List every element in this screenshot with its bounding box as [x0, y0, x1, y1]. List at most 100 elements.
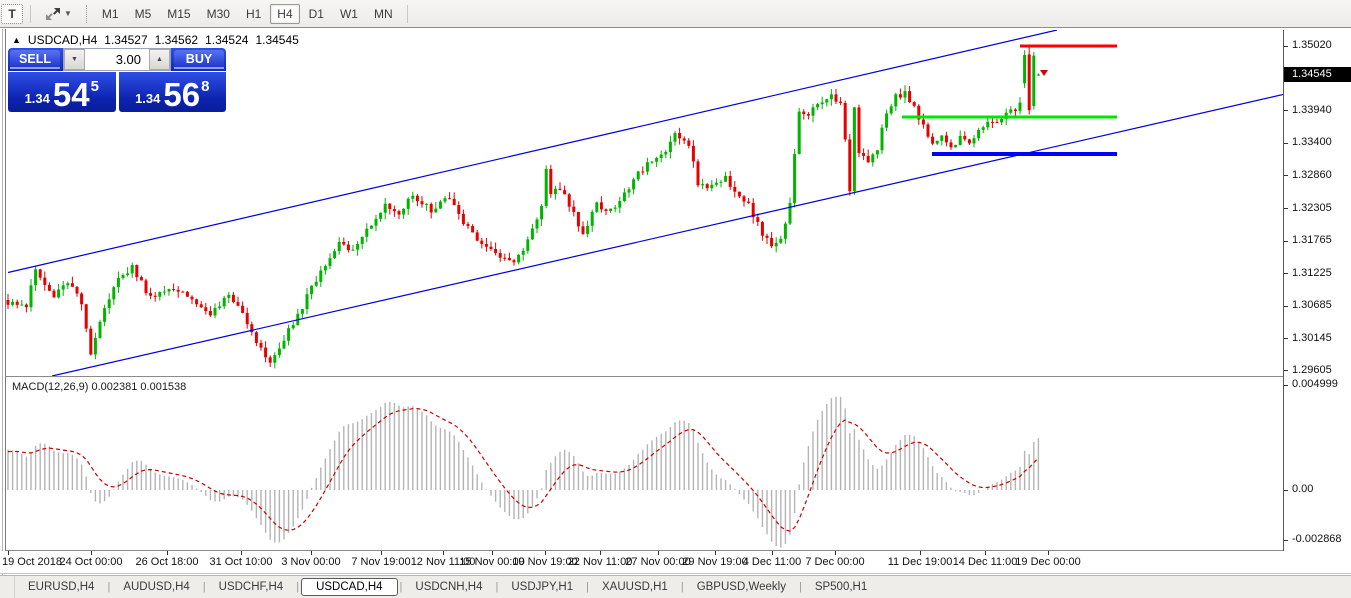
tab-separator: |	[202, 581, 206, 593]
time-label: 22 Nov 11:00	[567, 556, 633, 568]
ohlc-low: 1.34524	[205, 33, 249, 47]
tab-audusd-h4[interactable]: AUDUSD,H4	[123, 581, 190, 593]
ohlc-close: 1.34545	[255, 33, 299, 47]
timeframe-button-w1[interactable]: W1	[339, 6, 358, 21]
cursor-shift-tool-button[interactable]: ▼	[38, 4, 79, 24]
time-tick	[920, 551, 921, 555]
volume-decrease-button[interactable]: ▼	[64, 49, 85, 70]
timeframe-button-d1[interactable]: D1	[308, 6, 324, 21]
axis-tick	[1284, 208, 1288, 210]
timeframe-button-m5[interactable]: M5	[134, 6, 152, 21]
macd-indicator-label: MACD(12,26,9) 0.002381 0.001538	[12, 381, 187, 393]
axis-label: 1.30685	[1292, 299, 1332, 312]
tab-separator: |	[495, 581, 499, 593]
time-tick	[241, 551, 242, 555]
timeframe-button-h1[interactable]: H1	[245, 6, 262, 21]
timeframe-button-m30[interactable]: M30	[206, 6, 230, 21]
timeframe-button-m15[interactable]: M15	[167, 6, 191, 21]
tab-separator: |	[399, 581, 403, 593]
tab-usdcad-h4[interactable]: USDCAD,H4	[301, 578, 398, 596]
sell-button[interactable]: SELL	[10, 50, 60, 69]
time-tick	[835, 551, 836, 555]
tab-usdchf-h4[interactable]: USDCHF,H4	[218, 581, 284, 593]
one-click-trading-panel: SELL ▼ 3.00 ▲ BUY 1.34 54 5 1.34 56 8	[8, 48, 226, 112]
time-label: 7 Dec 00:00	[805, 556, 865, 568]
axis-label: -0.002868	[1292, 533, 1342, 545]
sell-price-pips: 54	[52, 75, 90, 113]
timeframe-button-m1[interactable]: M1	[101, 6, 119, 21]
tab-separator: |	[107, 581, 111, 593]
tab-separator: |	[296, 581, 300, 593]
axis-tick	[1284, 142, 1288, 144]
timeframe-button-h4[interactable]: H4	[270, 3, 300, 24]
chart-symbol: USDCAD,H4	[27, 33, 98, 47]
trade-panel-prices: 1.34 54 5 1.34 56 8	[8, 72, 226, 112]
time-tick	[492, 551, 493, 555]
time-tick	[658, 551, 659, 555]
time-label: 24 Oct 00:00	[59, 556, 123, 568]
time-tick	[545, 551, 546, 555]
buy-button[interactable]: BUY	[174, 50, 224, 69]
collapse-triangle-icon[interactable]: ▲	[12, 35, 21, 45]
time-label: 12 Nov 11:00	[410, 556, 476, 568]
volume-value[interactable]: 3.00	[115, 52, 141, 67]
tab-separator: |	[586, 581, 589, 593]
text-tool-button[interactable]: T	[1, 3, 23, 24]
top-toolbar: T ▼ M1 M5 M15 M30 H1 H4 D1 W1 MN	[0, 0, 1351, 28]
toolbar-divider-end	[406, 4, 408, 23]
tab-xauusd-h1[interactable]: XAUUSD,H1	[602, 581, 668, 593]
time-axis[interactable]: 19 Oct 2018 24 Oct 00:00 26 Oct 18:00 31 Oc…	[0, 551, 1351, 573]
time-tick	[8, 551, 9, 555]
tab-usdcnh-h4[interactable]: USDCNH,H4	[415, 581, 483, 593]
axis-label: 1.30145	[1292, 331, 1332, 344]
time-label: 19 Oct 2018	[2, 556, 62, 568]
axis-tick	[1284, 240, 1288, 242]
volume-stepper: ▼ 3.00 ▲	[63, 48, 171, 71]
window-frame-left-outer	[2, 29, 3, 598]
trade-panel-top-row: SELL ▼ 3.00 ▲ BUY	[8, 48, 226, 71]
volume-increase-button[interactable]: ▲	[149, 49, 170, 70]
price-axis-separator	[1283, 30, 1284, 551]
axis-tick	[1284, 45, 1288, 47]
axis-tick	[1284, 110, 1288, 112]
axis-tick	[1284, 384, 1288, 386]
time-tick	[381, 551, 382, 555]
price-axis[interactable]: 1.350201.344801.339401.334001.328601.323…	[1284, 30, 1351, 551]
chart-title: ▲ USDCAD,H4 1.34527 1.34562 1.34524 1.34…	[12, 33, 299, 47]
time-label: 27 Nov 00:00	[625, 556, 691, 568]
panel-divider[interactable]	[6, 376, 1283, 377]
axis-tick	[1284, 370, 1288, 372]
time-tick	[1048, 551, 1049, 555]
tab-gbpusd-weekly[interactable]: GBPUSD,Weekly	[696, 581, 786, 593]
time-tick	[600, 551, 601, 555]
axis-label: 1.33940	[1292, 103, 1332, 116]
timeframe-button-mn[interactable]: MN	[373, 6, 393, 21]
tab-separator: |	[680, 581, 684, 593]
macd-indicator-canvas[interactable]	[6, 378, 1283, 550]
chevron-down-icon: ▼	[64, 9, 72, 18]
text-tool-icon: T	[8, 6, 16, 21]
tab-usdjpy-h1[interactable]: USDJPY,H1	[511, 581, 574, 593]
axis-label: 0.00	[1292, 483, 1314, 495]
main-chart-canvas[interactable]	[6, 30, 1283, 376]
toolbar-grip[interactable]	[85, 4, 88, 23]
time-tick	[167, 551, 168, 555]
time-tick	[715, 551, 716, 555]
buy-price-main: 1.34	[135, 91, 161, 106]
time-tick	[772, 551, 773, 555]
axis-label: 1.31765	[1292, 234, 1332, 247]
sell-price-main: 1.34	[24, 91, 50, 106]
buy-price-pips: 56	[163, 75, 201, 113]
tab-sp500-h1[interactable]: SP500,H1	[814, 581, 868, 593]
time-label: 4 Dec 11:00	[742, 556, 802, 568]
axis-label: 1.31225	[1292, 266, 1332, 279]
chart-tab-bar: EURUSD,H4 | AUDUSD,H4 | USDCHF,H4 | USDCAD,H4 |…	[0, 575, 1351, 598]
sell-price-box[interactable]: 1.34 54 5	[8, 72, 116, 112]
tab-eurusd-h4[interactable]: EURUSD,H4	[28, 581, 95, 593]
axis-label: 1.32860	[1292, 168, 1332, 181]
time-label: 31 Oct 10:00	[209, 556, 273, 568]
buy-price-box[interactable]: 1.34 56 8	[118, 72, 226, 113]
axis-tick	[1284, 305, 1288, 307]
timeframe-button-group: M1 M5 M15 M30 H1 H4 D1 W1 MN	[94, 3, 401, 24]
axis-label: 1.29605	[1292, 363, 1332, 376]
